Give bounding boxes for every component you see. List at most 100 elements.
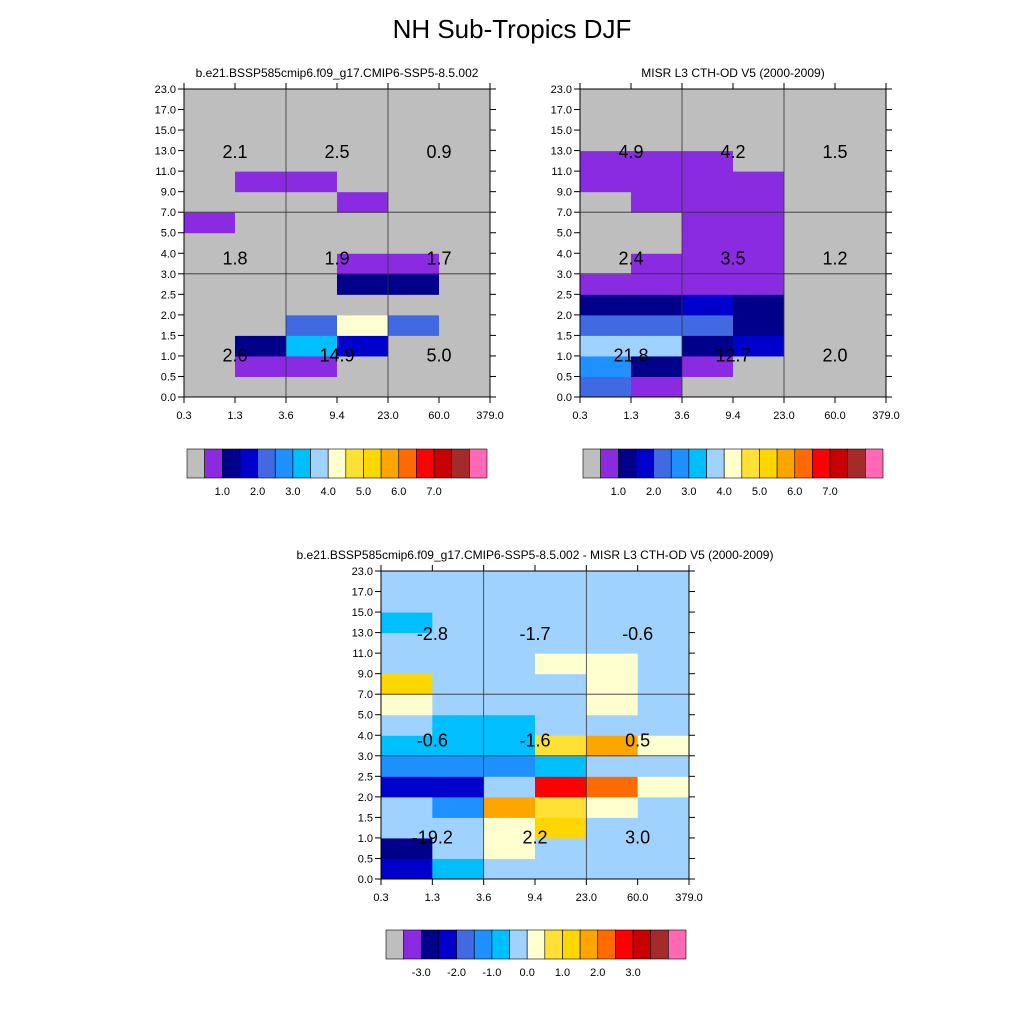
heatmap-cell: [586, 632, 639, 654]
cell-group-value: 0.5: [625, 730, 650, 750]
heatmap-cell: [682, 273, 734, 295]
heatmap-cell: [184, 253, 236, 275]
heatmap-cell: [733, 376, 785, 398]
heatmap-cell: [784, 212, 836, 234]
heatmap-cell: [286, 89, 338, 111]
colorbar-swatch: [632, 929, 652, 960]
heatmap-cell: [835, 232, 887, 254]
heatmap-cell: [682, 335, 734, 357]
colorbar-swatch: [562, 929, 581, 960]
heatmap-cell: [535, 612, 587, 634]
colorbar: [186, 448, 488, 479]
heatmap-cell: [586, 817, 639, 839]
subplot-title: b.e21.BSSP585cmip6.f09_g17.CMIP6-SSP5-8.…: [196, 66, 479, 80]
heatmap-cell: [337, 253, 389, 275]
y-tick-label: 23.0: [551, 84, 572, 96]
colorbar-swatch: [257, 448, 276, 479]
colorbar-swatch: [579, 929, 599, 960]
heatmap-cell: [432, 612, 485, 634]
heatmap-cell: [586, 694, 639, 716]
cell-group-value: -1.7: [519, 624, 550, 644]
heatmap-cell: [580, 314, 632, 336]
y-tick-label: 0.0: [557, 392, 572, 404]
heatmap-cell: [483, 632, 536, 654]
heatmap-cell: [733, 171, 785, 193]
heatmap-cell: [733, 335, 785, 357]
colorbar-swatch: [668, 929, 687, 960]
heatmap-cell: [784, 232, 836, 254]
x-tick-label: 60.0: [428, 410, 449, 422]
heatmap-cell: [580, 212, 632, 234]
x-tick-label: 23.0: [773, 410, 794, 422]
cell-group-value: -0.6: [622, 624, 653, 644]
heatmap-cell: [784, 314, 836, 336]
heatmap-cell: [184, 294, 236, 316]
heatmap-cell: [483, 837, 536, 859]
colorbar-label: 3.0: [285, 486, 300, 498]
heatmap-cell: [535, 673, 587, 695]
x-tick-label: 60.0: [824, 410, 845, 422]
colorbar-label: 1.0: [555, 967, 570, 979]
heatmap-cell: [184, 171, 236, 193]
heatmap-cell: [682, 253, 734, 275]
heatmap-cell: [580, 376, 632, 398]
subplot-title: b.e21.BSSP585cmip6.f09_g17.CMIP6-SSP5-8.…: [297, 548, 774, 562]
heatmap-cell: [483, 776, 536, 798]
heatmap-cell: [586, 858, 639, 880]
y-tick-label: 0.0: [161, 392, 176, 404]
heatmap-cell: [381, 694, 433, 716]
y-tick-label: 3.0: [557, 269, 572, 281]
cell-group-value: 2.4: [618, 248, 643, 268]
figure-title: NH Sub-Tropics DJF: [392, 14, 632, 44]
heatmap-cell: [381, 735, 433, 757]
heatmap-cell: [388, 171, 440, 193]
heatmap-cell: [337, 314, 389, 336]
heatmap-cell: [337, 130, 389, 152]
heatmap-cell: [835, 171, 887, 193]
y-tick-label: 1.5: [358, 812, 373, 824]
heatmap-cell: [580, 130, 632, 152]
heatmap-cell: [682, 212, 734, 234]
heatmap-cell: [631, 355, 683, 377]
colorbar-swatch: [615, 929, 634, 960]
heatmap-cell: [535, 653, 587, 675]
cell-group-value: 2.1: [222, 142, 247, 162]
heatmap-cell: [337, 109, 389, 131]
heatmap-cell: [286, 150, 338, 172]
heatmap-cell: [184, 376, 236, 398]
heatmap-cell: [631, 273, 683, 295]
colorbar-label: -3.0: [412, 967, 431, 979]
heatmap-cell: [586, 735, 639, 757]
heatmap-cell: [432, 694, 485, 716]
heatmap-cell: [586, 571, 639, 593]
colorbar-swatch: [544, 929, 563, 960]
heatmap-cell: [432, 591, 485, 613]
heatmap-cell: [337, 150, 389, 172]
heatmap-cell: [439, 335, 491, 357]
heatmap-cell: [337, 89, 389, 111]
y-tick-label: 1.0: [557, 351, 572, 363]
y-tick-label: 13.0: [155, 146, 176, 158]
heatmap-cell: [337, 232, 389, 254]
y-tick-label: 15.0: [352, 607, 373, 619]
heatmap-cell: [631, 191, 683, 213]
cell-group-value: 2.2: [522, 827, 547, 847]
heatmap-cell: [337, 335, 389, 357]
heatmap-cell: [439, 232, 491, 254]
heatmap-cell: [337, 294, 389, 316]
cell-group-value: 3.0: [625, 827, 650, 847]
heatmap-cell: [337, 171, 389, 193]
heatmap-cell: [381, 755, 433, 777]
y-tick-label: 7.0: [161, 207, 176, 219]
colorbar: [385, 929, 687, 960]
colorbar-swatch: [345, 448, 364, 479]
y-tick-label: 17.0: [551, 105, 572, 117]
colorbar-swatch: [688, 448, 707, 479]
colorbar-label: 0.0: [520, 967, 535, 979]
heatmap-cell: [184, 273, 236, 295]
heatmap-cell: [235, 253, 287, 275]
heatmap-cell: [432, 632, 485, 654]
y-tick-label: 23.0: [155, 84, 176, 96]
heatmap-cell: [682, 171, 734, 193]
